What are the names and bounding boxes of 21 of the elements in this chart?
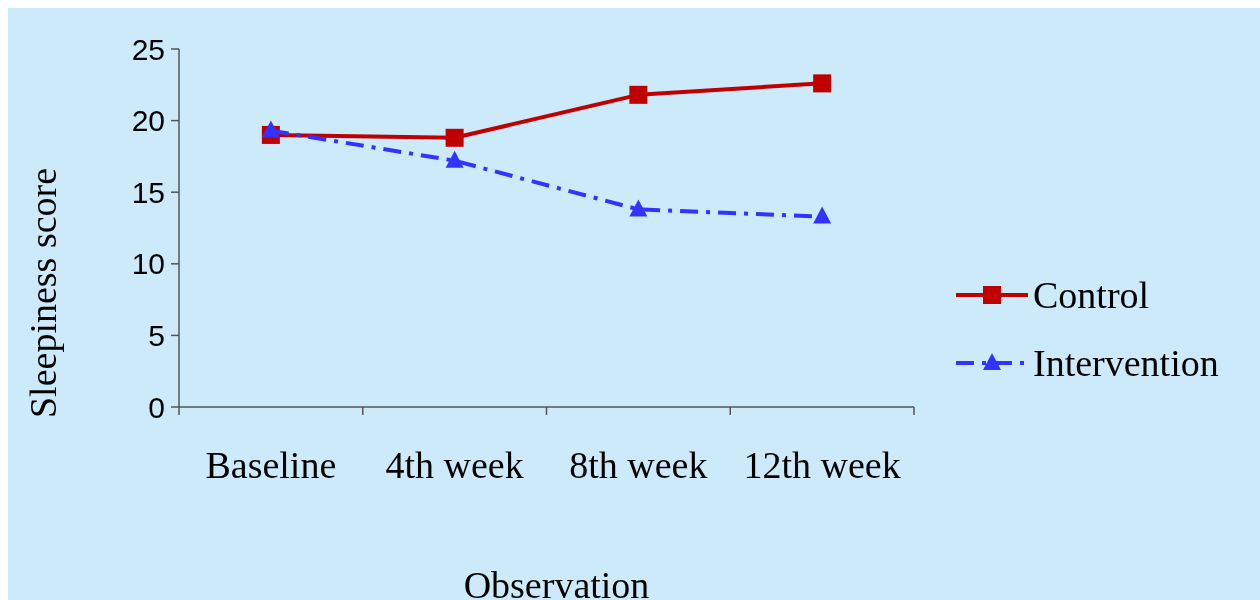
x-tick-label: 8th week: [569, 444, 708, 486]
point: [445, 150, 464, 168]
y-tick-label: 20: [131, 104, 165, 138]
y-tick-label: 25: [131, 32, 165, 66]
point: [629, 199, 648, 217]
y-tick-label: 15: [131, 175, 165, 209]
y-axis-title: Sleepiness score: [22, 167, 64, 419]
point: [445, 128, 464, 147]
legend-label: Control: [1033, 274, 1150, 317]
x-axis-title: Observation: [463, 564, 650, 600]
legend-label: Intervention: [1033, 342, 1219, 385]
point: [813, 74, 832, 93]
x-tick-label: 4th week: [385, 444, 524, 486]
point: [629, 85, 648, 104]
y-tick-label: 10: [131, 247, 165, 281]
y-tick-label: 0: [148, 390, 165, 424]
x-tick-label: 12th week: [743, 444, 901, 486]
point: [261, 120, 280, 138]
x-tick-label: Baseline: [205, 444, 337, 486]
y-tick-label: 5: [148, 318, 165, 352]
point: [813, 206, 832, 224]
